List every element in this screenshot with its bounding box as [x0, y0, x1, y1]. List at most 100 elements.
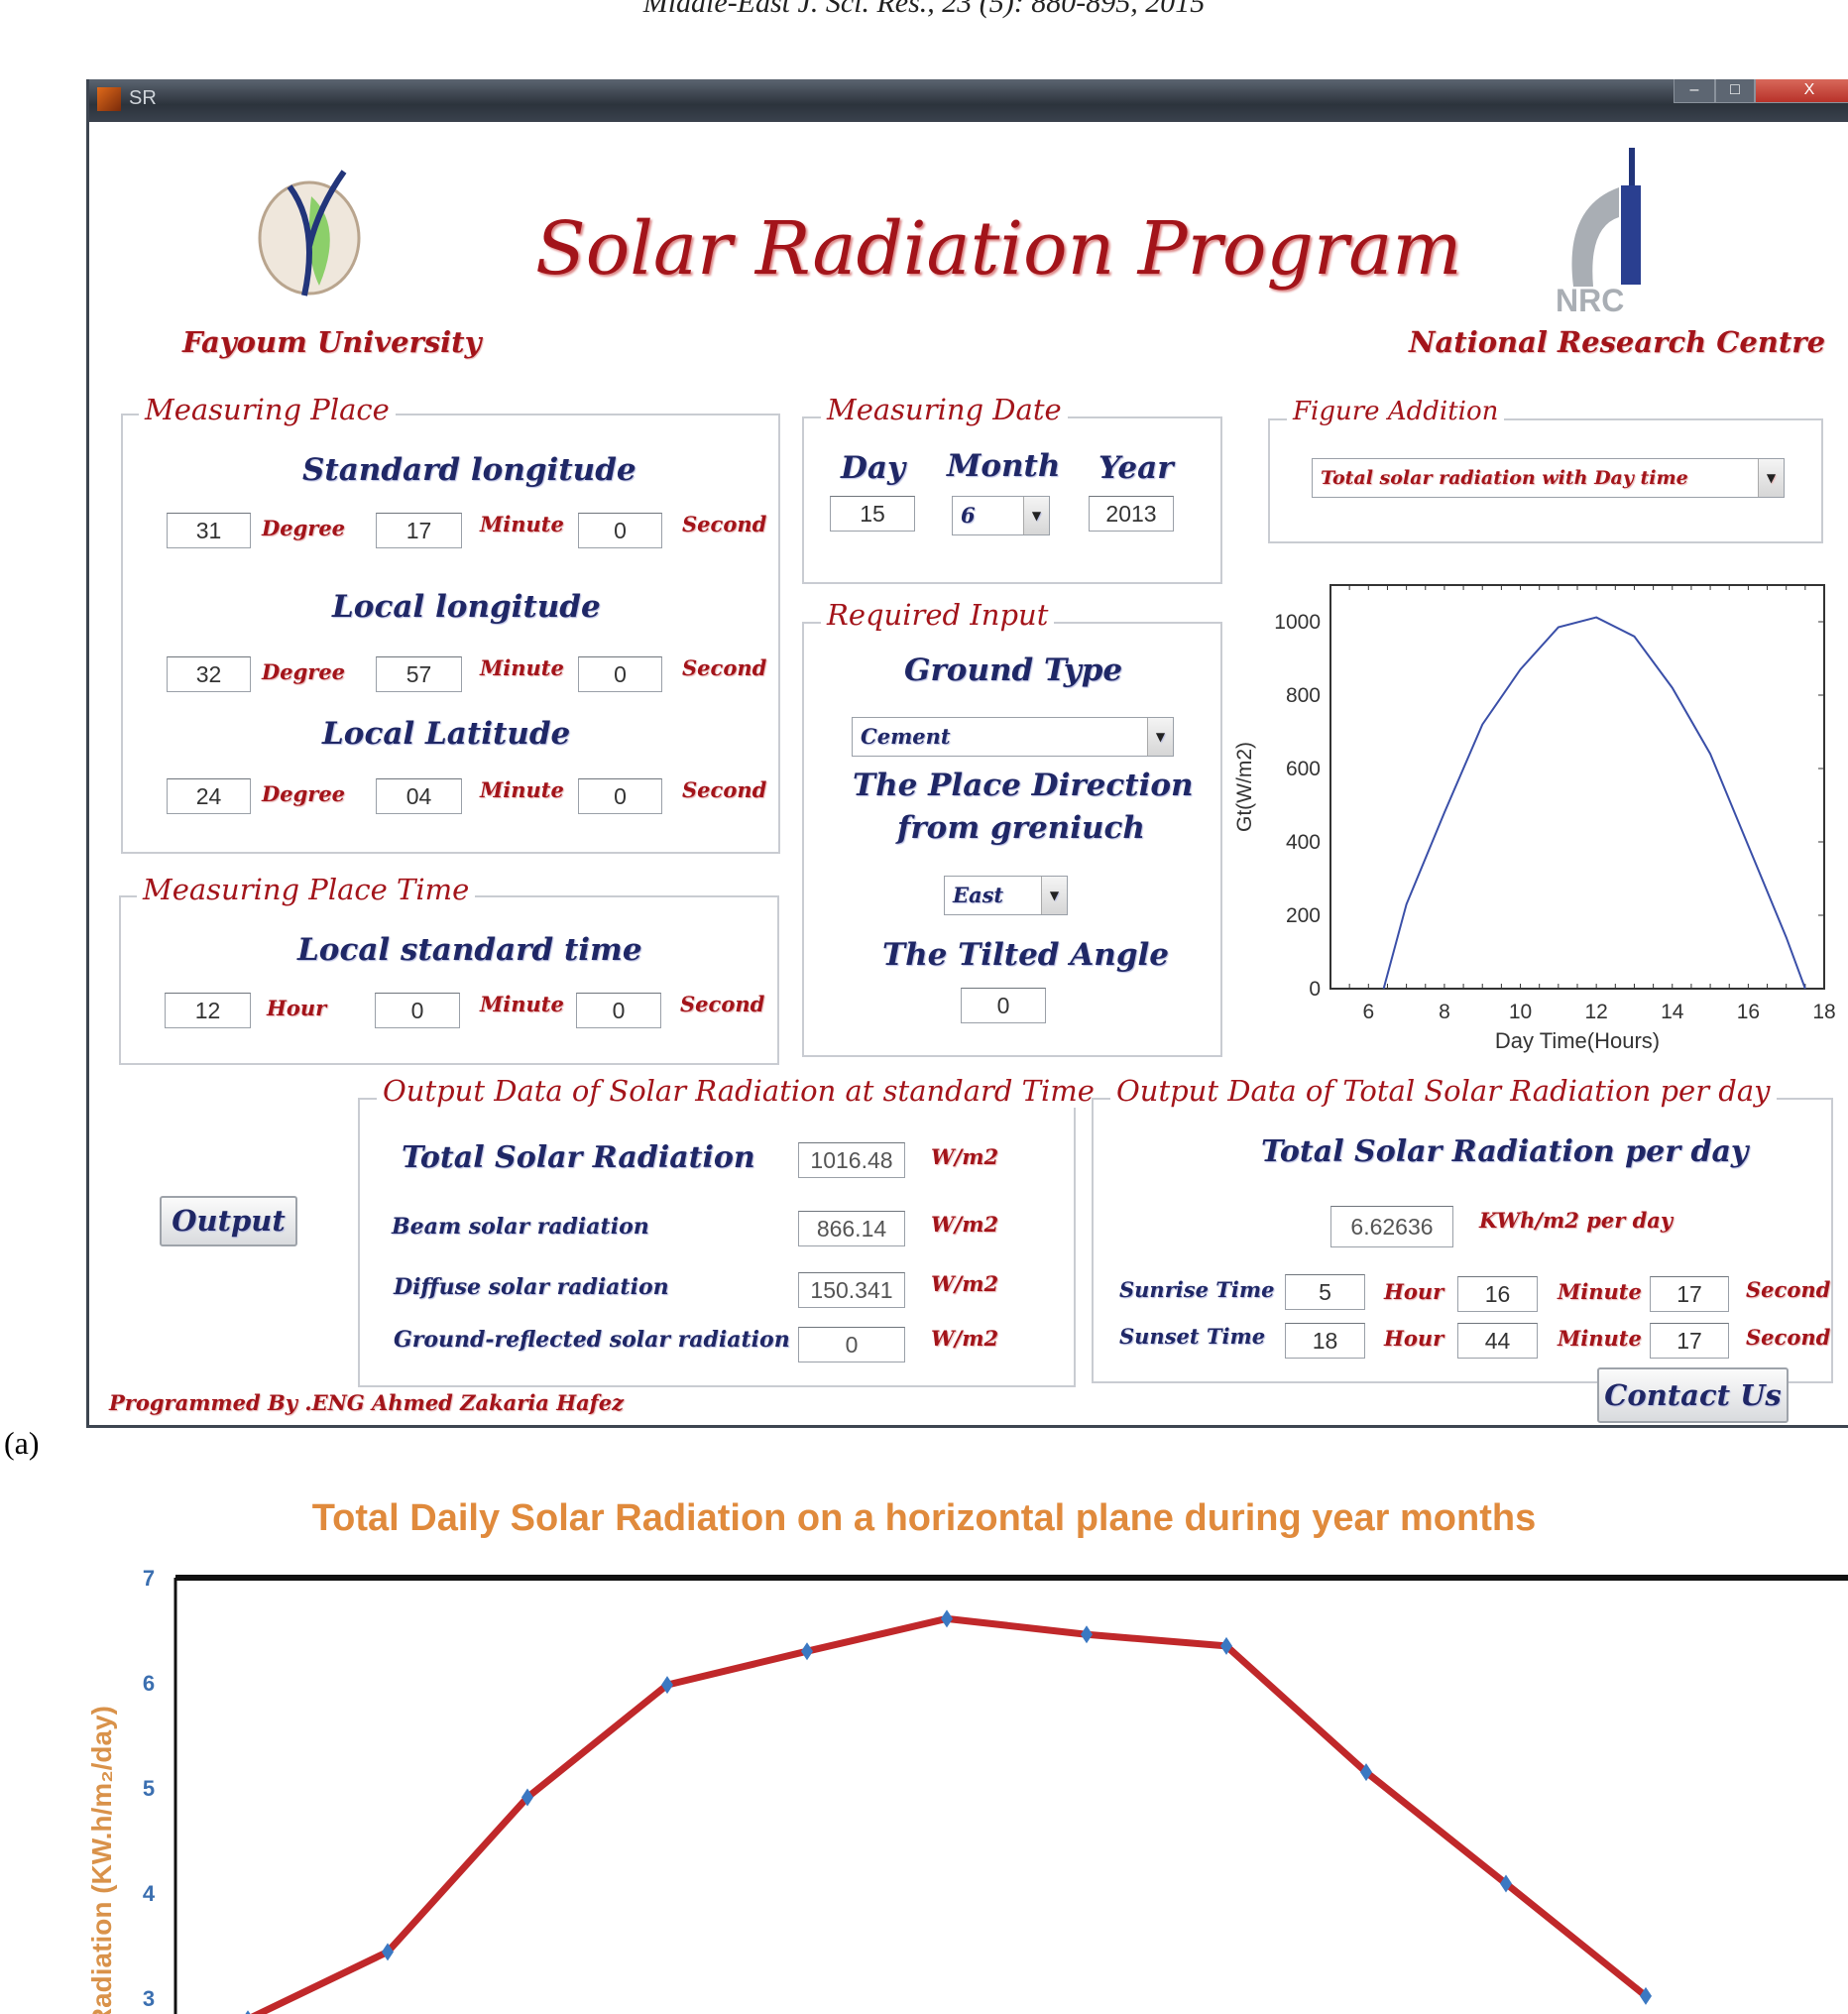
- diffuse-radiation-label: Diffuse solar radiation: [394, 1274, 669, 1300]
- data-point: [1220, 1636, 1232, 1655]
- data-point: [941, 1609, 953, 1628]
- local-longitude-degree-input[interactable]: [167, 656, 251, 692]
- fayoum-university-logo: [258, 170, 361, 296]
- y-axis-label: Gt(W/m2): [1233, 742, 1256, 832]
- tilted-angle-input[interactable]: [961, 988, 1046, 1023]
- ground-type-dropdown[interactable]: Cement ▼: [852, 717, 1174, 757]
- minimize-button[interactable]: –: [1674, 79, 1715, 103]
- second-unit: Second: [680, 992, 765, 1016]
- programmer-credit: Programmed By .ENG Ahmed Zakaria Hafez: [109, 1390, 624, 1415]
- local-time-hour-input[interactable]: [165, 993, 251, 1028]
- total-per-day-label: Total Solar Radiation per day: [1261, 1134, 1749, 1169]
- figure-label: (a): [4, 1425, 40, 1461]
- standard-longitude-degree-input[interactable]: [167, 513, 251, 548]
- figure-addition-legend: Figure Addition: [1287, 397, 1505, 426]
- minute-unit: Minute: [480, 992, 564, 1016]
- data-point: [1500, 1874, 1512, 1893]
- y-tick-label: 4: [143, 1881, 156, 1906]
- x-tick-label: 12: [1584, 1001, 1607, 1023]
- ground-reflected-unit: W/m2: [931, 1326, 999, 1351]
- total-solar-radiation-value[interactable]: [798, 1142, 905, 1178]
- month-dropdown[interactable]: 6 ▼: [952, 496, 1050, 535]
- output-button[interactable]: Output: [160, 1196, 297, 1246]
- diffuse-radiation-value[interactable]: [798, 1272, 905, 1308]
- y-tick-label: 800: [1286, 684, 1321, 707]
- standard-longitude-minute-input[interactable]: [376, 513, 462, 548]
- local-latitude-second-input[interactable]: [578, 778, 662, 814]
- standard-longitude-label: Standard longitude: [302, 452, 636, 488]
- title-bar: SR – □ X: [89, 79, 1848, 122]
- local-latitude-label: Local Latitude: [322, 716, 571, 752]
- standard-longitude-second-input[interactable]: [578, 513, 662, 548]
- contact-us-button[interactable]: Contact Us: [1597, 1367, 1789, 1423]
- x-tick-label: 10: [1509, 1001, 1532, 1023]
- second-unit: Second: [682, 512, 767, 536]
- minute-unit: Minute: [480, 655, 564, 680]
- local-latitude-minute-input[interactable]: [376, 778, 462, 814]
- direction-value: East: [953, 883, 1004, 907]
- direction-label: The Place Direction: [853, 768, 1194, 803]
- second-unit: Second: [682, 655, 767, 680]
- minute-unit: Minute: [1558, 1326, 1642, 1351]
- second-unit: Second: [682, 777, 767, 802]
- total-per-day-value[interactable]: [1330, 1206, 1453, 1247]
- diffuse-radiation-unit: W/m2: [931, 1271, 999, 1296]
- local-longitude-second-input[interactable]: [578, 656, 662, 692]
- y-axis-label: Solar Radiation (KW.h/m₂/day): [86, 1706, 117, 2014]
- app-title: Solar Radiation Program: [535, 206, 1462, 292]
- local-latitude-degree-input[interactable]: [167, 778, 251, 814]
- direction-dropdown[interactable]: East ▼: [944, 876, 1068, 915]
- sunrise-hour-value[interactable]: [1285, 1274, 1365, 1310]
- ground-type-value: Cement: [861, 724, 951, 749]
- local-time-minute-input[interactable]: [375, 993, 460, 1028]
- month-value: 6: [961, 503, 976, 528]
- plot-area: [1329, 584, 1825, 990]
- local-time-second-input[interactable]: [576, 993, 661, 1028]
- local-longitude-minute-input[interactable]: [376, 656, 462, 692]
- total-radiation-unit: W/m2: [931, 1144, 999, 1169]
- degree-unit: Degree: [262, 659, 346, 684]
- degree-unit: Degree: [262, 781, 346, 806]
- sunrise-minute-value[interactable]: [1457, 1276, 1538, 1312]
- measuring-place-panel: [121, 414, 780, 854]
- month-label: Month: [947, 448, 1061, 484]
- measuring-time-panel: [119, 895, 779, 1065]
- sunrise-second-value[interactable]: [1650, 1276, 1729, 1312]
- measuring-time-legend: Measuring Place Time: [137, 873, 476, 906]
- close-button[interactable]: X: [1755, 79, 1848, 103]
- chevron-down-icon: ▼: [1147, 718, 1173, 756]
- data-point: [1640, 1986, 1652, 2005]
- monthly-series-line: [250, 1614, 1649, 2014]
- maximize-button[interactable]: □: [1715, 79, 1755, 103]
- x-tick-label: 6: [1362, 1001, 1374, 1023]
- y-tick-label: 200: [1286, 904, 1321, 927]
- direction-label-line2: from greniuch: [897, 810, 1145, 846]
- figure-addition-panel: [1268, 418, 1823, 543]
- data-point: [1360, 1763, 1372, 1782]
- y-tick-label: 400: [1286, 831, 1321, 854]
- degree-unit: Degree: [262, 516, 346, 540]
- beam-radiation-value[interactable]: [798, 1211, 905, 1246]
- day-input[interactable]: [830, 496, 915, 532]
- chevron-down-icon: ▼: [1023, 497, 1049, 534]
- hour-unit: Hour: [267, 996, 327, 1020]
- hour-unit: Hour: [1384, 1326, 1444, 1351]
- chevron-down-icon: ▼: [1758, 459, 1784, 497]
- y-tick-label: 7: [143, 1566, 155, 1591]
- window-title: SR: [129, 87, 157, 109]
- ground-reflected-radiation-value[interactable]: [798, 1327, 905, 1362]
- nrc-logo-text: NRC: [1556, 283, 1624, 316]
- y-tick-label: 600: [1286, 758, 1321, 780]
- data-point: [521, 1788, 533, 1807]
- minute-unit: Minute: [480, 512, 564, 536]
- sunset-hour-value[interactable]: [1285, 1323, 1365, 1359]
- sunrise-label: Sunrise Time: [1119, 1277, 1275, 1302]
- year-input[interactable]: [1089, 496, 1174, 532]
- sunset-second-value[interactable]: [1650, 1323, 1729, 1359]
- beam-radiation-label: Beam solar radiation: [392, 1214, 649, 1240]
- figure-type-dropdown[interactable]: Total solar radiation with Day time ▼: [1312, 458, 1785, 498]
- x-axis-label: Day Time(Hours): [1495, 1028, 1660, 1053]
- x-tick-label: 16: [1737, 1001, 1760, 1023]
- required-input-legend: Required Input: [821, 598, 1055, 632]
- sunset-minute-value[interactable]: [1457, 1323, 1538, 1359]
